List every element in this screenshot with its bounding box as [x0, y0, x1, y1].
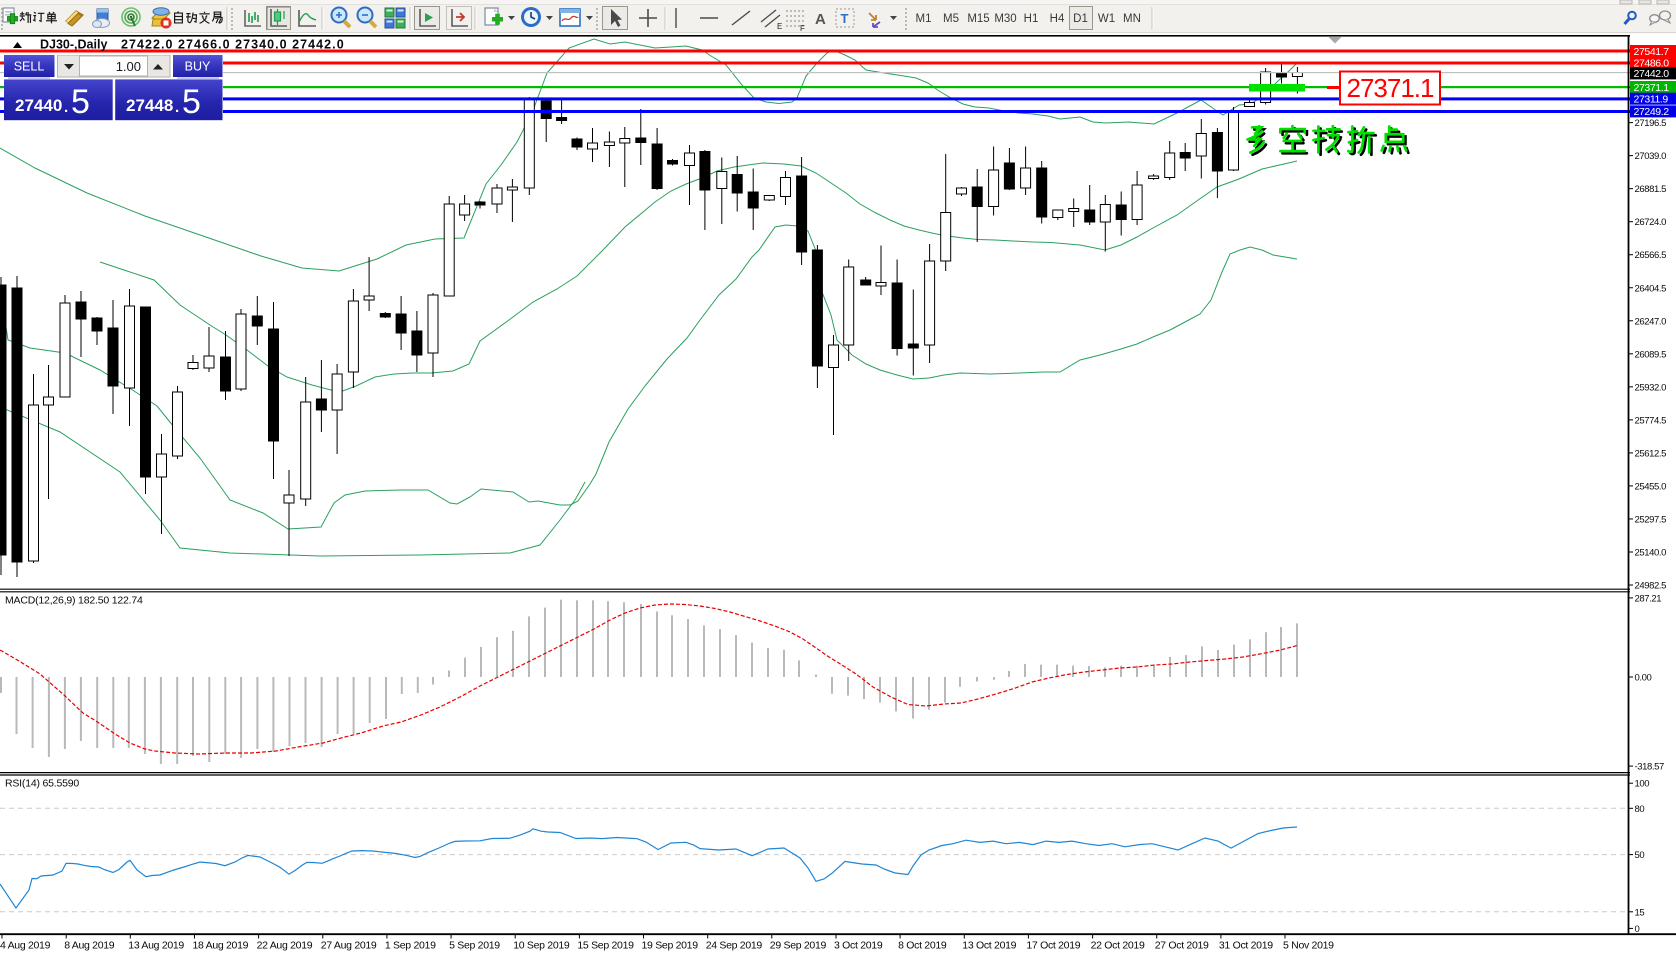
- svg-text:100: 100: [1635, 779, 1650, 790]
- svg-text:50: 50: [1635, 850, 1645, 861]
- svg-text:3 Oct 2019: 3 Oct 2019: [834, 940, 883, 952]
- svg-text:80: 80: [1635, 804, 1645, 815]
- svg-text:A: A: [815, 11, 826, 28]
- svg-text:MN: MN: [1123, 13, 1141, 25]
- svg-text:15: 15: [1635, 907, 1645, 918]
- svg-text:27 Oct 2019: 27 Oct 2019: [1155, 940, 1209, 952]
- svg-text:26724.0: 26724.0: [1635, 217, 1667, 228]
- svg-text:0.00: 0.00: [1635, 673, 1652, 684]
- svg-text:-318.57: -318.57: [1635, 762, 1665, 773]
- svg-text:27448: 27448: [126, 96, 173, 115]
- svg-text:31 Oct 2019: 31 Oct 2019: [1219, 940, 1273, 952]
- svg-text:8 Oct 2019: 8 Oct 2019: [898, 940, 947, 952]
- svg-text:25140.0: 25140.0: [1635, 547, 1667, 558]
- svg-text:27371.1: 27371.1: [1634, 82, 1670, 94]
- svg-text:5 Sep 2019: 5 Sep 2019: [449, 940, 500, 952]
- svg-text:M1: M1: [916, 13, 932, 25]
- svg-text:27440: 27440: [15, 96, 62, 115]
- svg-text:W1: W1: [1098, 13, 1115, 25]
- svg-text:26247.0: 26247.0: [1635, 316, 1667, 327]
- svg-text:RSI(14) 65.5590: RSI(14) 65.5590: [5, 778, 79, 790]
- svg-text:15 Sep 2019: 15 Sep 2019: [577, 940, 634, 952]
- svg-text:BUY: BUY: [185, 60, 211, 74]
- svg-text:27311.9: 27311.9: [1634, 94, 1669, 106]
- svg-text:25612.5: 25612.5: [1635, 448, 1667, 459]
- svg-text:10 Sep 2019: 10 Sep 2019: [513, 940, 570, 952]
- svg-text:M5: M5: [943, 13, 959, 25]
- svg-text:27541.7: 27541.7: [1634, 46, 1670, 58]
- svg-text:29 Sep 2019: 29 Sep 2019: [770, 940, 827, 952]
- svg-text:D1: D1: [1073, 13, 1088, 25]
- svg-text:E: E: [777, 22, 782, 31]
- svg-text:1.00: 1.00: [116, 59, 141, 74]
- svg-text:27486.0: 27486.0: [1634, 58, 1670, 70]
- svg-text:1 Sep 2019: 1 Sep 2019: [385, 940, 436, 952]
- svg-text:M15: M15: [967, 13, 989, 25]
- svg-text:T: T: [841, 11, 849, 26]
- svg-text:27442.0: 27442.0: [1634, 68, 1670, 80]
- svg-text:MACD(12,26,9) 182.50 122.74: MACD(12,26,9) 182.50 122.74: [5, 595, 143, 607]
- svg-text:0: 0: [1635, 924, 1640, 935]
- svg-text:24982.5: 24982.5: [1635, 581, 1667, 592]
- svg-text:26089.5: 26089.5: [1635, 349, 1667, 360]
- svg-text:22 Aug 2019: 22 Aug 2019: [257, 940, 313, 952]
- svg-text:18 Aug 2019: 18 Aug 2019: [193, 940, 249, 952]
- svg-text:DJ30-,Daily: DJ30-,Daily: [40, 38, 107, 52]
- svg-text:H1: H1: [1024, 13, 1039, 25]
- svg-text:5: 5: [71, 83, 90, 121]
- svg-text:19 Sep 2019: 19 Sep 2019: [642, 940, 699, 952]
- svg-text:17 Oct 2019: 17 Oct 2019: [1026, 940, 1080, 952]
- svg-text:25774.5: 25774.5: [1635, 415, 1667, 426]
- svg-text:27196.5: 27196.5: [1635, 118, 1667, 129]
- svg-text:8 Aug 2019: 8 Aug 2019: [64, 940, 115, 952]
- svg-text:M30: M30: [994, 13, 1016, 25]
- svg-text:25297.5: 25297.5: [1635, 514, 1667, 525]
- svg-text:27249.2: 27249.2: [1634, 106, 1670, 118]
- svg-text:25932.0: 25932.0: [1635, 382, 1667, 393]
- svg-text:4 Aug 2019: 4 Aug 2019: [0, 940, 51, 952]
- svg-text:5 Nov 2019: 5 Nov 2019: [1283, 940, 1334, 952]
- svg-text:F: F: [800, 24, 805, 33]
- svg-text:26566.5: 26566.5: [1635, 250, 1667, 261]
- svg-text:.: .: [64, 99, 68, 116]
- svg-text:13 Aug 2019: 13 Aug 2019: [128, 940, 184, 952]
- svg-text:27039.0: 27039.0: [1635, 151, 1667, 162]
- svg-text:26404.5: 26404.5: [1635, 283, 1667, 294]
- svg-text:287.21: 287.21: [1635, 593, 1662, 604]
- svg-text:22 Oct 2019: 22 Oct 2019: [1091, 940, 1145, 952]
- svg-text:27 Aug 2019: 27 Aug 2019: [321, 940, 377, 952]
- svg-text:26881.5: 26881.5: [1635, 184, 1667, 195]
- svg-text:27371.1: 27371.1: [1347, 73, 1435, 103]
- svg-text:25455.0: 25455.0: [1635, 481, 1667, 492]
- svg-text:27422.0 27466.0 27340.0 27442.: 27422.0 27466.0 27340.0 27442.0: [121, 38, 345, 52]
- svg-text:5: 5: [182, 83, 201, 121]
- svg-text:H4: H4: [1050, 13, 1065, 25]
- svg-text:.: .: [175, 99, 179, 116]
- svg-text:13 Oct 2019: 13 Oct 2019: [962, 940, 1016, 952]
- svg-text:24 Sep 2019: 24 Sep 2019: [706, 940, 763, 952]
- svg-text:SELL: SELL: [14, 60, 45, 74]
